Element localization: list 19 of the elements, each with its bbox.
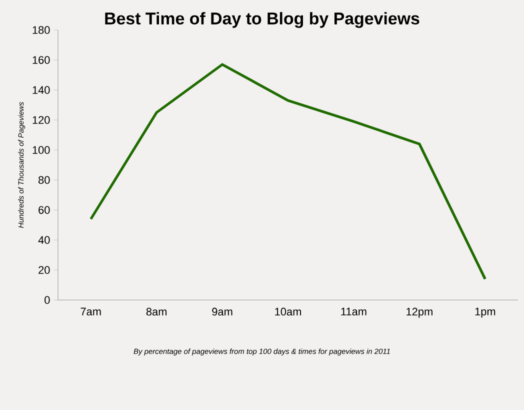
y-tick-label: 120 [32,116,50,124]
chart-title: Best Time of Day to Blog by Pageviews [105,12,420,28]
line-series [90,63,486,280]
x-tick-label: 8am [146,308,167,316]
x-tick-label: 1pm [475,308,496,318]
y-tick-label: 40 [38,236,50,244]
x-tick-label: 10am [275,308,301,316]
y-tick-label: 20 [38,266,50,274]
y-tick-label: 180 [32,26,50,34]
x-tick-label: 12pm [406,308,432,318]
y-tick-label: 160 [32,56,50,64]
y-tick-label: 0 [44,296,50,304]
x-tick-label: 11am [341,308,366,316]
x-tick-label: 9am [212,308,232,316]
y-tick-label: 80 [38,176,50,184]
y-tick-label: 140 [32,86,50,94]
y-tick-label: 60 [38,206,50,214]
y-tick-label: 100 [32,146,50,154]
x-tick-label: 7am [80,308,101,316]
